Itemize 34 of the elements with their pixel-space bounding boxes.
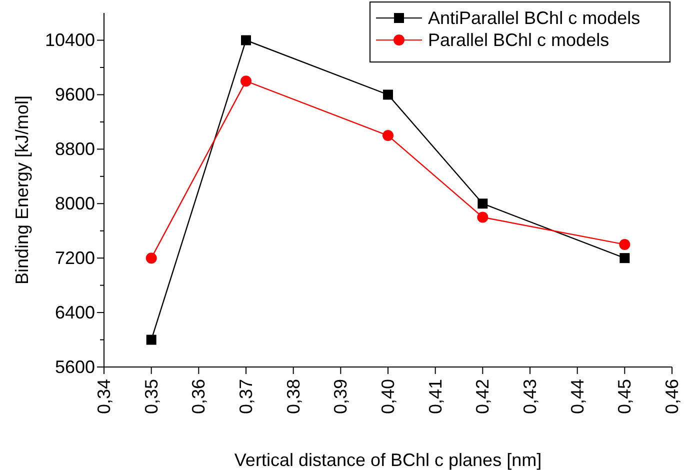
- x-tick-label: 0,36: [188, 379, 209, 414]
- y-tick-label: 9600: [54, 84, 95, 105]
- point: [478, 198, 488, 209]
- x-tick-label: 0,41: [425, 379, 446, 414]
- point: [619, 238, 630, 250]
- y-tick-label: 5600: [54, 357, 95, 377]
- x-tick-label: 0,37: [236, 379, 256, 414]
- x-tick-label: 0,43: [520, 379, 540, 414]
- y-tick-label: 6400: [54, 302, 95, 323]
- point: [382, 130, 394, 142]
- y-axis-title: Binding Energy [kJ/mol]: [12, 95, 32, 285]
- x-tick-label: 0,44: [567, 379, 588, 414]
- x-tick-label: 0,46: [662, 379, 682, 414]
- point: [146, 252, 157, 264]
- x-tick-label: 0,40: [378, 379, 398, 414]
- y-tick-label: 7200: [54, 248, 95, 268]
- point: [477, 212, 488, 223]
- x-tick-label: 0,42: [472, 379, 493, 414]
- x-tick-label: 0,39: [330, 379, 351, 414]
- point: [620, 253, 630, 264]
- y-tick-label: 8800: [54, 139, 95, 160]
- point: [146, 334, 156, 345]
- point: [383, 90, 393, 100]
- x-tick-label: 0,34: [94, 379, 114, 414]
- x-axis-title: Vertical distance of BChl c planes [nm]: [234, 450, 542, 470]
- y-tick-label: 10400: [44, 30, 95, 50]
- y-tick-label: 8000: [54, 194, 95, 214]
- point: [240, 76, 252, 87]
- legend-label: AntiParallel BChl c models: [428, 8, 640, 28]
- point: [241, 35, 251, 46]
- x-tick-label: 0,45: [614, 379, 635, 414]
- x-tick-label: 0,38: [283, 379, 304, 414]
- legend-label: Parallel BChl c models: [428, 30, 610, 50]
- x-tick-label: 0,35: [141, 379, 162, 414]
